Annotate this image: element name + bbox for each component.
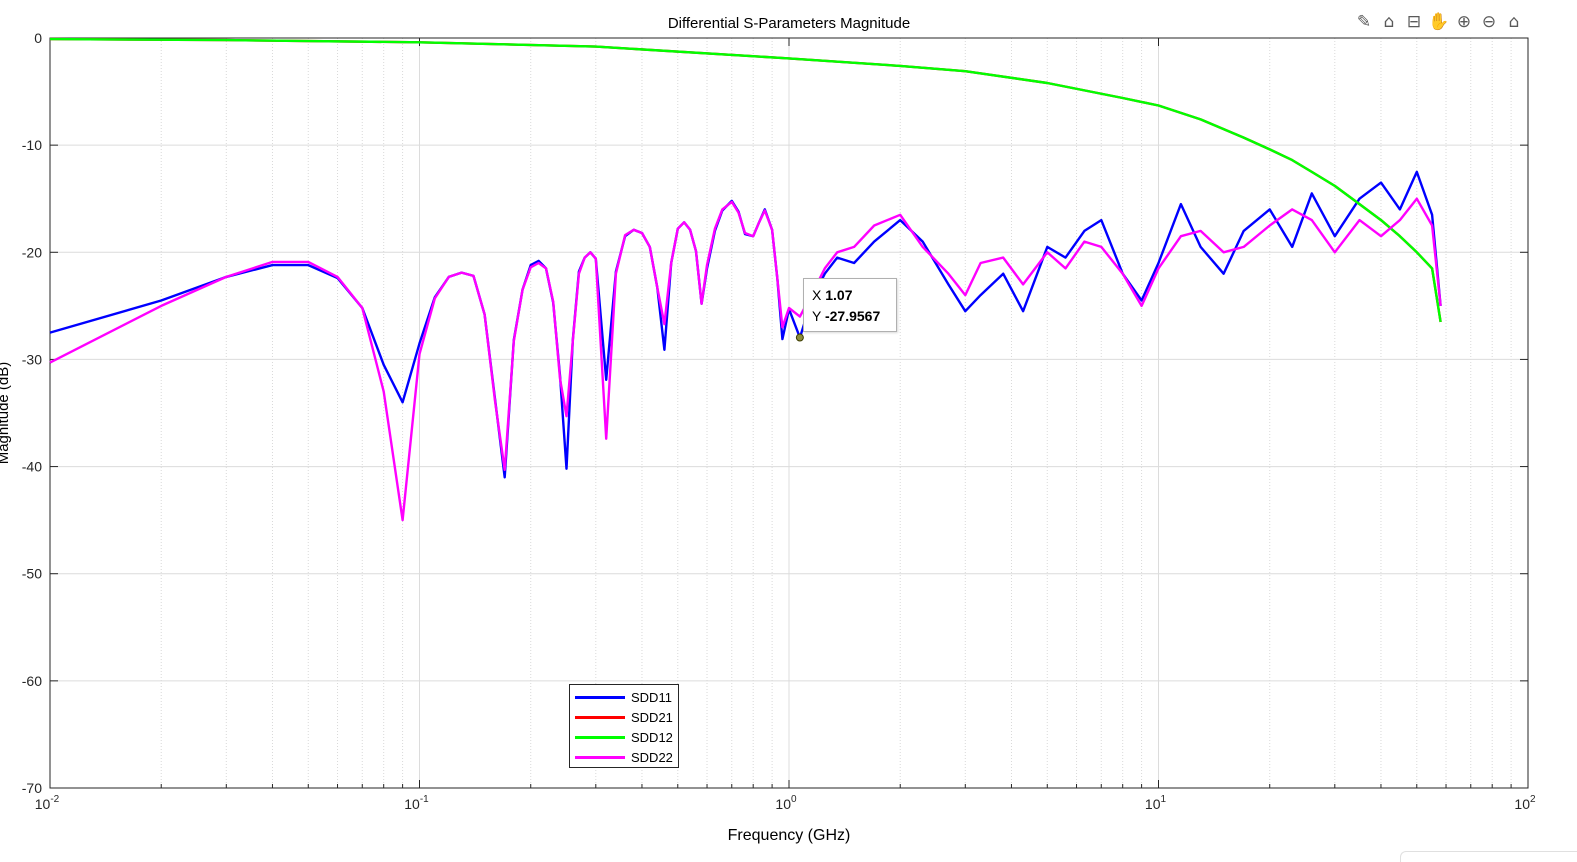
legend-label: SDD21 bbox=[631, 709, 673, 725]
y-tick-label: -10 bbox=[22, 137, 42, 153]
y-tick-label: -30 bbox=[22, 351, 42, 367]
x-tick-label: 101 bbox=[1145, 794, 1167, 812]
legend-swatch bbox=[575, 695, 625, 699]
series-line-sdd11[interactable] bbox=[49, 170, 1442, 479]
chart-title: Differential S-Parameters Magnitude bbox=[668, 15, 910, 32]
datatip-y-label: Y bbox=[812, 308, 822, 324]
x-tick-label: 102 bbox=[1514, 794, 1536, 812]
window-corner bbox=[1400, 851, 1577, 862]
datatip-x-label: X bbox=[812, 287, 822, 303]
x-tick-label: 10-2 bbox=[35, 794, 60, 812]
zoom-in-icon[interactable]: ⊕ bbox=[1456, 12, 1472, 32]
legend-label: SDD22 bbox=[631, 749, 673, 765]
pan-icon[interactable]: ✋ bbox=[1428, 12, 1450, 32]
axes-toolbar: ✎ ⌂ ⊟ ✋ ⊕ ⊖ ⌂ bbox=[1352, 10, 1526, 36]
series-line-sdd12[interactable] bbox=[49, 37, 1442, 323]
legend-item-sdd12[interactable]: SDD12 bbox=[570, 727, 678, 747]
series-line-sdd22[interactable] bbox=[49, 197, 1442, 522]
y-tick-label: -20 bbox=[22, 244, 42, 260]
y-tick-label: -60 bbox=[22, 673, 42, 689]
legend-item-sdd22[interactable]: SDD22 bbox=[570, 747, 678, 767]
legend-item-sdd11[interactable]: SDD11 bbox=[570, 687, 678, 707]
legend-item-sdd21[interactable]: SDD21 bbox=[570, 707, 678, 727]
datatip-marker[interactable] bbox=[795, 333, 804, 342]
datatip-y-value: -27.9567 bbox=[824, 308, 881, 324]
datatip-icon[interactable]: ⊟ bbox=[1406, 12, 1422, 32]
datatip[interactable]: X 1.07 Y -27.9567 bbox=[803, 278, 897, 332]
home-icon[interactable]: ⌂ bbox=[1508, 12, 1520, 32]
legend-swatch bbox=[575, 735, 625, 739]
x-tick-label: 10-1 bbox=[404, 794, 429, 812]
grid-lines bbox=[49, 37, 1529, 789]
y-tick-label: 0 bbox=[34, 30, 42, 46]
legend-label: SDD11 bbox=[631, 689, 672, 705]
zoom-out-icon[interactable]: ⊖ bbox=[1481, 12, 1497, 32]
y-tick-label: -50 bbox=[22, 566, 42, 582]
legend-label: SDD12 bbox=[631, 729, 673, 745]
legend-swatch bbox=[575, 715, 625, 719]
legend-swatch bbox=[575, 755, 625, 759]
brush-icon[interactable]: ⌂ bbox=[1383, 12, 1395, 32]
edit-plot-icon[interactable]: ✎ bbox=[1356, 12, 1372, 32]
series-line-sdd21[interactable] bbox=[49, 37, 1442, 323]
datatip-x-value: 1.07 bbox=[825, 287, 853, 303]
y-axis-label: Magnitude (dB) bbox=[0, 362, 12, 465]
y-tick-label: -40 bbox=[22, 459, 42, 475]
x-axis-label: Frequency (GHz) bbox=[728, 827, 851, 844]
legend[interactable]: SDD11 SDD21 SDD12 SDD22 bbox=[569, 684, 679, 768]
x-tick-label: 100 bbox=[775, 794, 797, 812]
y-tick-label: -70 bbox=[22, 780, 42, 796]
series-lines bbox=[49, 37, 1442, 522]
